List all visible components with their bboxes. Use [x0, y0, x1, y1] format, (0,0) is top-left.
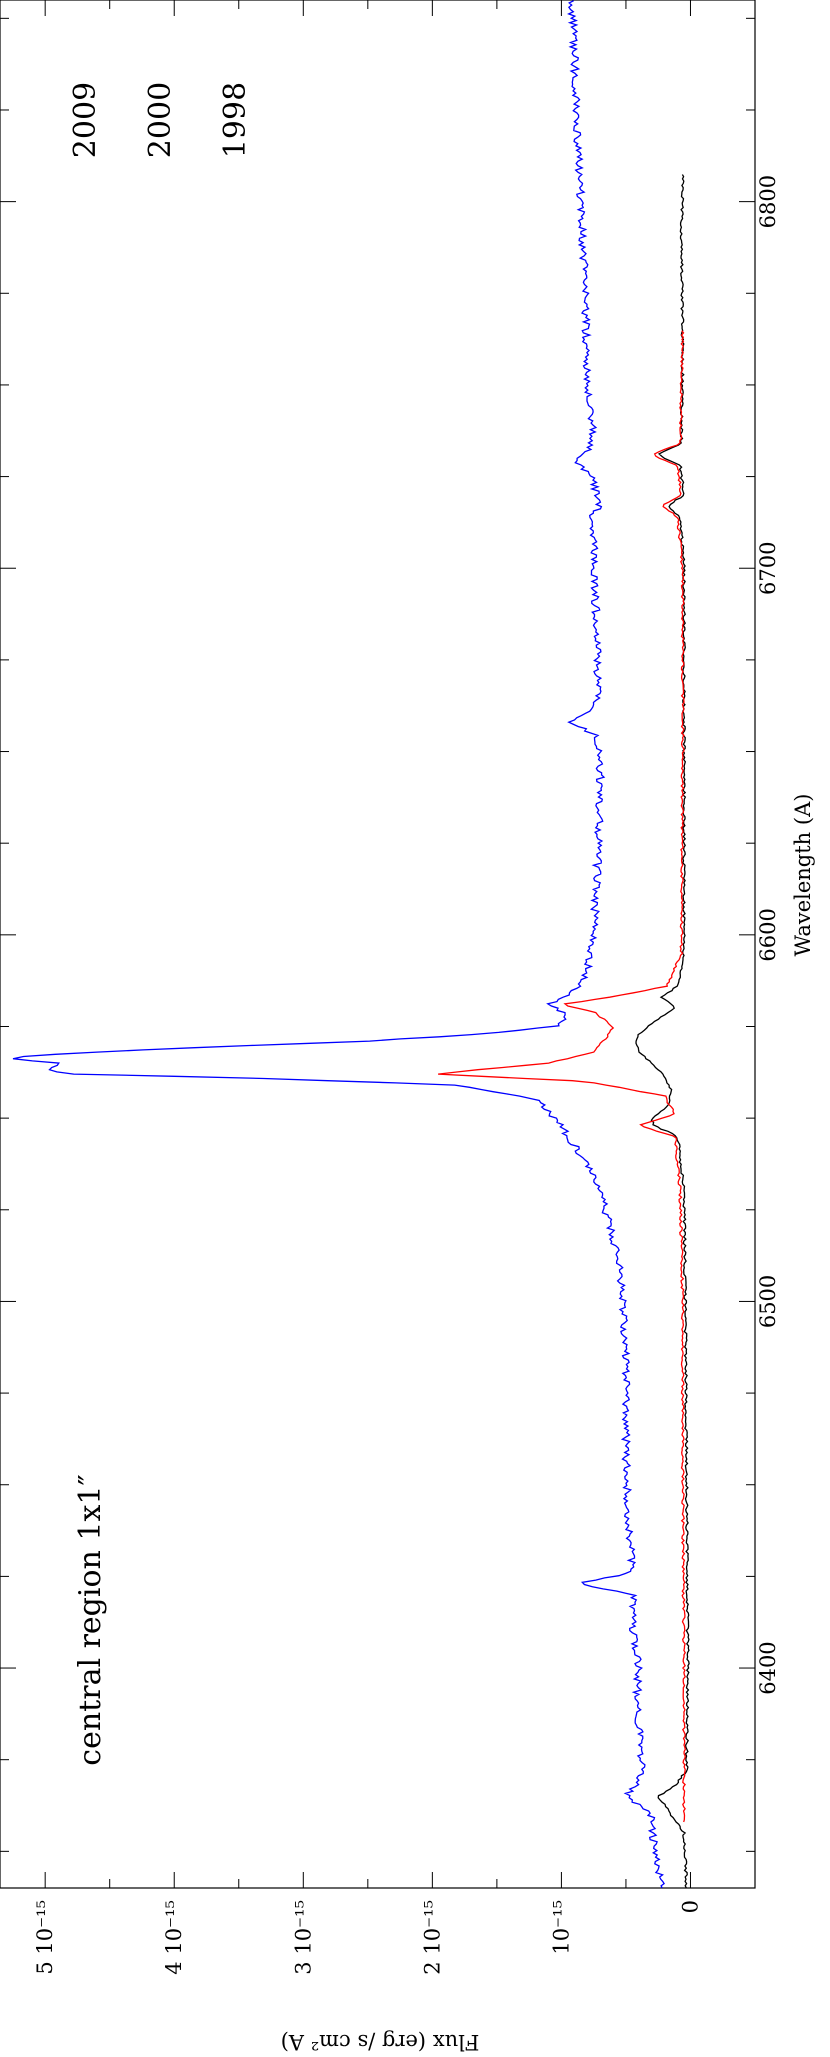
series-line-2009 [12, 0, 665, 1889]
plot-frame [0, 0, 756, 1889]
legend-entry-2000: 2000 [143, 82, 178, 158]
flux-tick-label: 3 10⁻¹⁵ [291, 1900, 315, 1975]
wavelength-tick-label: 6500 [756, 1275, 780, 1328]
wavelength-tick-label: 6600 [756, 908, 780, 961]
spectra-series [12, 0, 690, 1889]
flux-tick-label: 10⁻¹⁵ [549, 1900, 573, 1955]
legend: 2009 2000 1998 [68, 82, 253, 158]
y-axis-label: Flux (erg /s cm² A) [281, 2030, 480, 2054]
wavelength-tick-label: 6800 [756, 175, 780, 228]
flux-tick-label: 4 10⁻¹⁵ [162, 1900, 186, 1975]
wavelength-ticks: 6400 6500 6600 6700 6800 [0, 17, 780, 1852]
flux-tick-label: 2 10⁻¹⁵ [420, 1900, 444, 1975]
region-annotation: central region 1x1″ [73, 1474, 108, 1765]
series-line-1998 [438, 330, 686, 1823]
flux-ticks: 0 10⁻¹⁵ 2 10⁻¹⁵ 3 10⁻¹⁵ 4 10⁻¹⁵ 5 10⁻¹⁵ [33, 0, 702, 1975]
wavelength-tick-label: 6400 [756, 1641, 780, 1694]
flux-tick-label: 0 [678, 1900, 702, 1913]
x-axis-label: Wavelength (A) [791, 794, 815, 957]
wavelength-tick-label: 6700 [756, 542, 780, 595]
legend-entry-1998: 1998 [218, 82, 253, 158]
flux-tick-label: 5 10⁻¹⁵ [33, 1900, 57, 1975]
legend-entry-2009: 2009 [68, 82, 103, 158]
series-line-2000 [635, 174, 690, 1889]
